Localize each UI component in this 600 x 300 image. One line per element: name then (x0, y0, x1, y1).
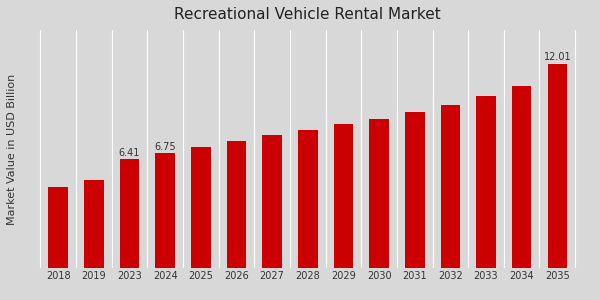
Text: 6.41: 6.41 (119, 148, 140, 158)
Title: Recreational Vehicle Rental Market: Recreational Vehicle Rental Market (175, 7, 441, 22)
Bar (120, 159, 139, 268)
Bar (476, 96, 496, 268)
Bar (440, 105, 460, 268)
Bar (227, 141, 246, 268)
Bar (155, 153, 175, 268)
Bar (405, 112, 425, 268)
Y-axis label: Market Value in USD Billion: Market Value in USD Billion (7, 74, 17, 225)
Bar (191, 148, 211, 268)
Bar (298, 130, 317, 268)
Bar (369, 118, 389, 268)
Text: 12.01: 12.01 (544, 52, 571, 62)
Bar (548, 64, 567, 268)
Bar (334, 124, 353, 268)
Bar (49, 187, 68, 268)
Bar (512, 86, 532, 268)
Bar (84, 180, 104, 268)
Text: 6.75: 6.75 (154, 142, 176, 152)
Bar (262, 135, 282, 268)
